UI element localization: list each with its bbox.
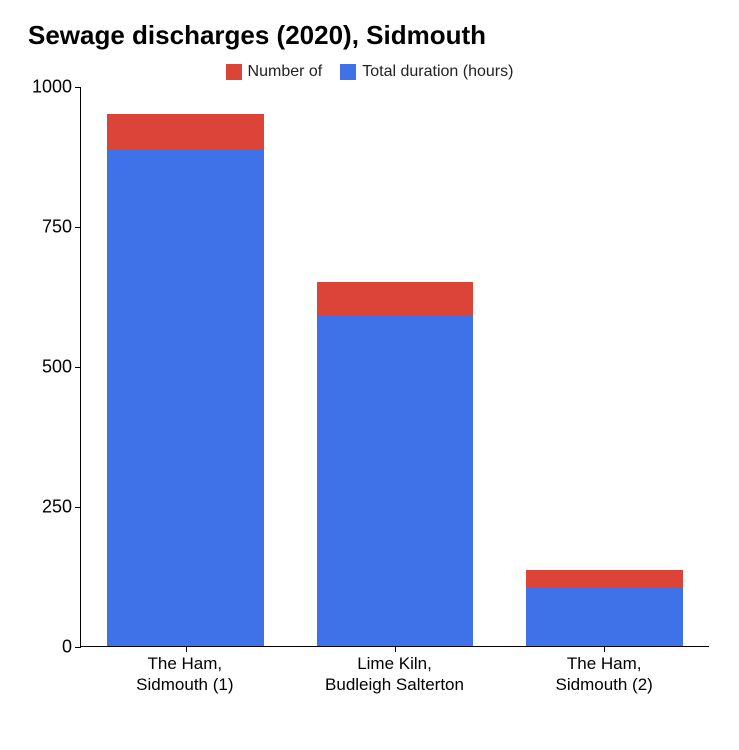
y-tick-mark <box>75 647 81 648</box>
bar <box>317 282 474 646</box>
legend-item-total-duration: Total duration (hours) <box>340 63 513 81</box>
bar-segment-number-of <box>317 282 474 316</box>
legend-label-number-of: Number of <box>248 63 323 81</box>
y-tick-label: 250 <box>12 497 72 518</box>
legend-item-number-of: Number of <box>226 63 323 81</box>
bar-slot <box>290 87 499 646</box>
y-axis: 02505007501000 <box>10 87 80 647</box>
x-axis-label-line2: Sidmouth (2) <box>503 674 705 695</box>
bar <box>526 570 683 646</box>
legend-swatch-total-duration <box>340 64 356 80</box>
bar-slot <box>500 87 709 646</box>
x-tick-mark <box>186 646 187 652</box>
legend-swatch-number-of <box>226 64 242 80</box>
x-axis-label: Lime Kiln,Budleigh Salterton <box>290 653 500 696</box>
x-axis-label-line1: The Ham, <box>503 653 705 674</box>
x-axis-label-line2: Sidmouth (1) <box>84 674 286 695</box>
y-tick-label: 500 <box>12 357 72 378</box>
x-axis-label-line1: The Ham, <box>84 653 286 674</box>
x-axis-label-line1: Lime Kiln, <box>294 653 496 674</box>
y-tick-mark <box>75 87 81 88</box>
legend-label-total-duration: Total duration (hours) <box>362 63 513 81</box>
x-axis-label: The Ham,Sidmouth (2) <box>499 653 709 696</box>
plot-area <box>80 87 709 647</box>
x-tick-mark <box>395 646 396 652</box>
legend: Number of Total duration (hours) <box>10 63 729 81</box>
y-tick-label: 0 <box>12 637 72 658</box>
x-axis-label-line2: Budleigh Salterton <box>294 674 496 695</box>
x-tick-mark <box>604 646 605 652</box>
y-tick-label: 1000 <box>12 77 72 98</box>
chart-title: Sewage discharges (2020), Sidmouth <box>28 20 729 51</box>
chart-container: Sewage discharges (2020), Sidmouth Numbe… <box>0 0 739 750</box>
y-tick-mark <box>75 507 81 508</box>
x-axis-labels: The Ham,Sidmouth (1)Lime Kiln,Budleigh S… <box>80 653 709 696</box>
bar <box>107 114 264 646</box>
y-tick-mark <box>75 227 81 228</box>
bar-segment-total-duration <box>526 587 683 646</box>
bar-segment-total-duration <box>107 150 264 646</box>
x-axis-label: The Ham,Sidmouth (1) <box>80 653 290 696</box>
bar-slot <box>81 87 290 646</box>
y-tick-mark <box>75 367 81 368</box>
y-tick-label: 750 <box>12 217 72 238</box>
bar-segment-total-duration <box>317 316 474 646</box>
bar-segment-number-of <box>107 114 264 150</box>
bars-group <box>81 87 709 646</box>
bar-segment-number-of <box>526 570 683 587</box>
chart-plot-wrap: 02505007501000 The Ham,Sidmouth (1)Lime … <box>10 87 729 717</box>
